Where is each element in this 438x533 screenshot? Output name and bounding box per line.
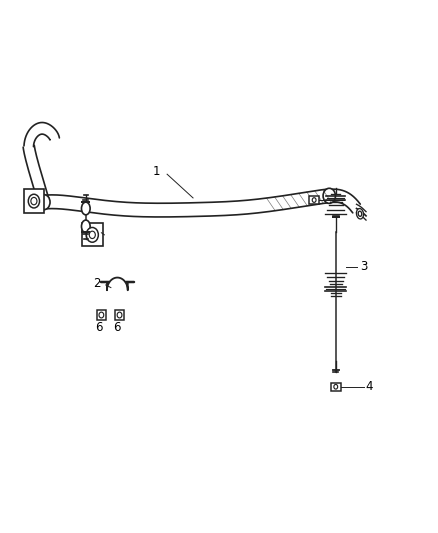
Ellipse shape: [323, 188, 336, 204]
Circle shape: [117, 312, 122, 318]
Text: 1: 1: [152, 165, 160, 178]
Circle shape: [99, 312, 104, 318]
Text: 5: 5: [89, 225, 96, 238]
Circle shape: [31, 197, 37, 205]
Circle shape: [89, 231, 95, 239]
Polygon shape: [328, 189, 360, 213]
FancyBboxPatch shape: [24, 190, 44, 213]
Polygon shape: [43, 189, 330, 217]
Text: 6: 6: [113, 321, 121, 334]
FancyBboxPatch shape: [97, 310, 106, 320]
Text: 3: 3: [360, 260, 367, 273]
FancyBboxPatch shape: [309, 196, 319, 204]
Circle shape: [28, 194, 39, 208]
Text: 6: 6: [95, 321, 102, 334]
Circle shape: [312, 198, 316, 203]
Ellipse shape: [358, 211, 362, 216]
Text: 2: 2: [93, 277, 101, 290]
Polygon shape: [23, 146, 49, 204]
FancyBboxPatch shape: [115, 310, 124, 320]
FancyBboxPatch shape: [82, 223, 102, 246]
Text: 4: 4: [346, 193, 353, 207]
Ellipse shape: [38, 195, 50, 209]
Ellipse shape: [81, 220, 90, 233]
FancyBboxPatch shape: [331, 383, 340, 391]
Polygon shape: [24, 123, 60, 147]
Circle shape: [86, 228, 99, 242]
Ellipse shape: [81, 202, 90, 215]
Text: 4: 4: [366, 380, 373, 393]
Circle shape: [334, 384, 338, 389]
Ellipse shape: [357, 208, 364, 219]
